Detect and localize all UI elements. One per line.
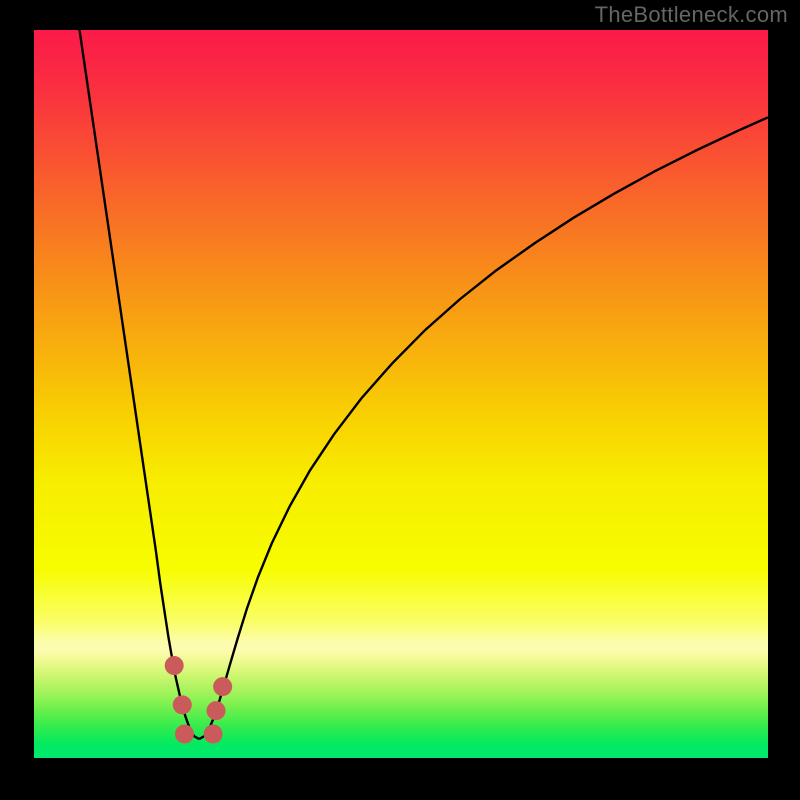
valley-dot xyxy=(173,695,192,714)
valley-dot xyxy=(207,701,226,720)
chart-svg xyxy=(34,30,768,758)
chart-frame: TheBottleneck.com xyxy=(0,0,800,800)
valley-dot xyxy=(204,724,223,743)
valley-dot xyxy=(175,724,194,743)
watermark-text: TheBottleneck.com xyxy=(595,2,788,28)
chart-background xyxy=(34,30,768,758)
plot-area xyxy=(34,30,768,758)
valley-dot xyxy=(213,677,232,696)
valley-dot xyxy=(165,656,184,675)
